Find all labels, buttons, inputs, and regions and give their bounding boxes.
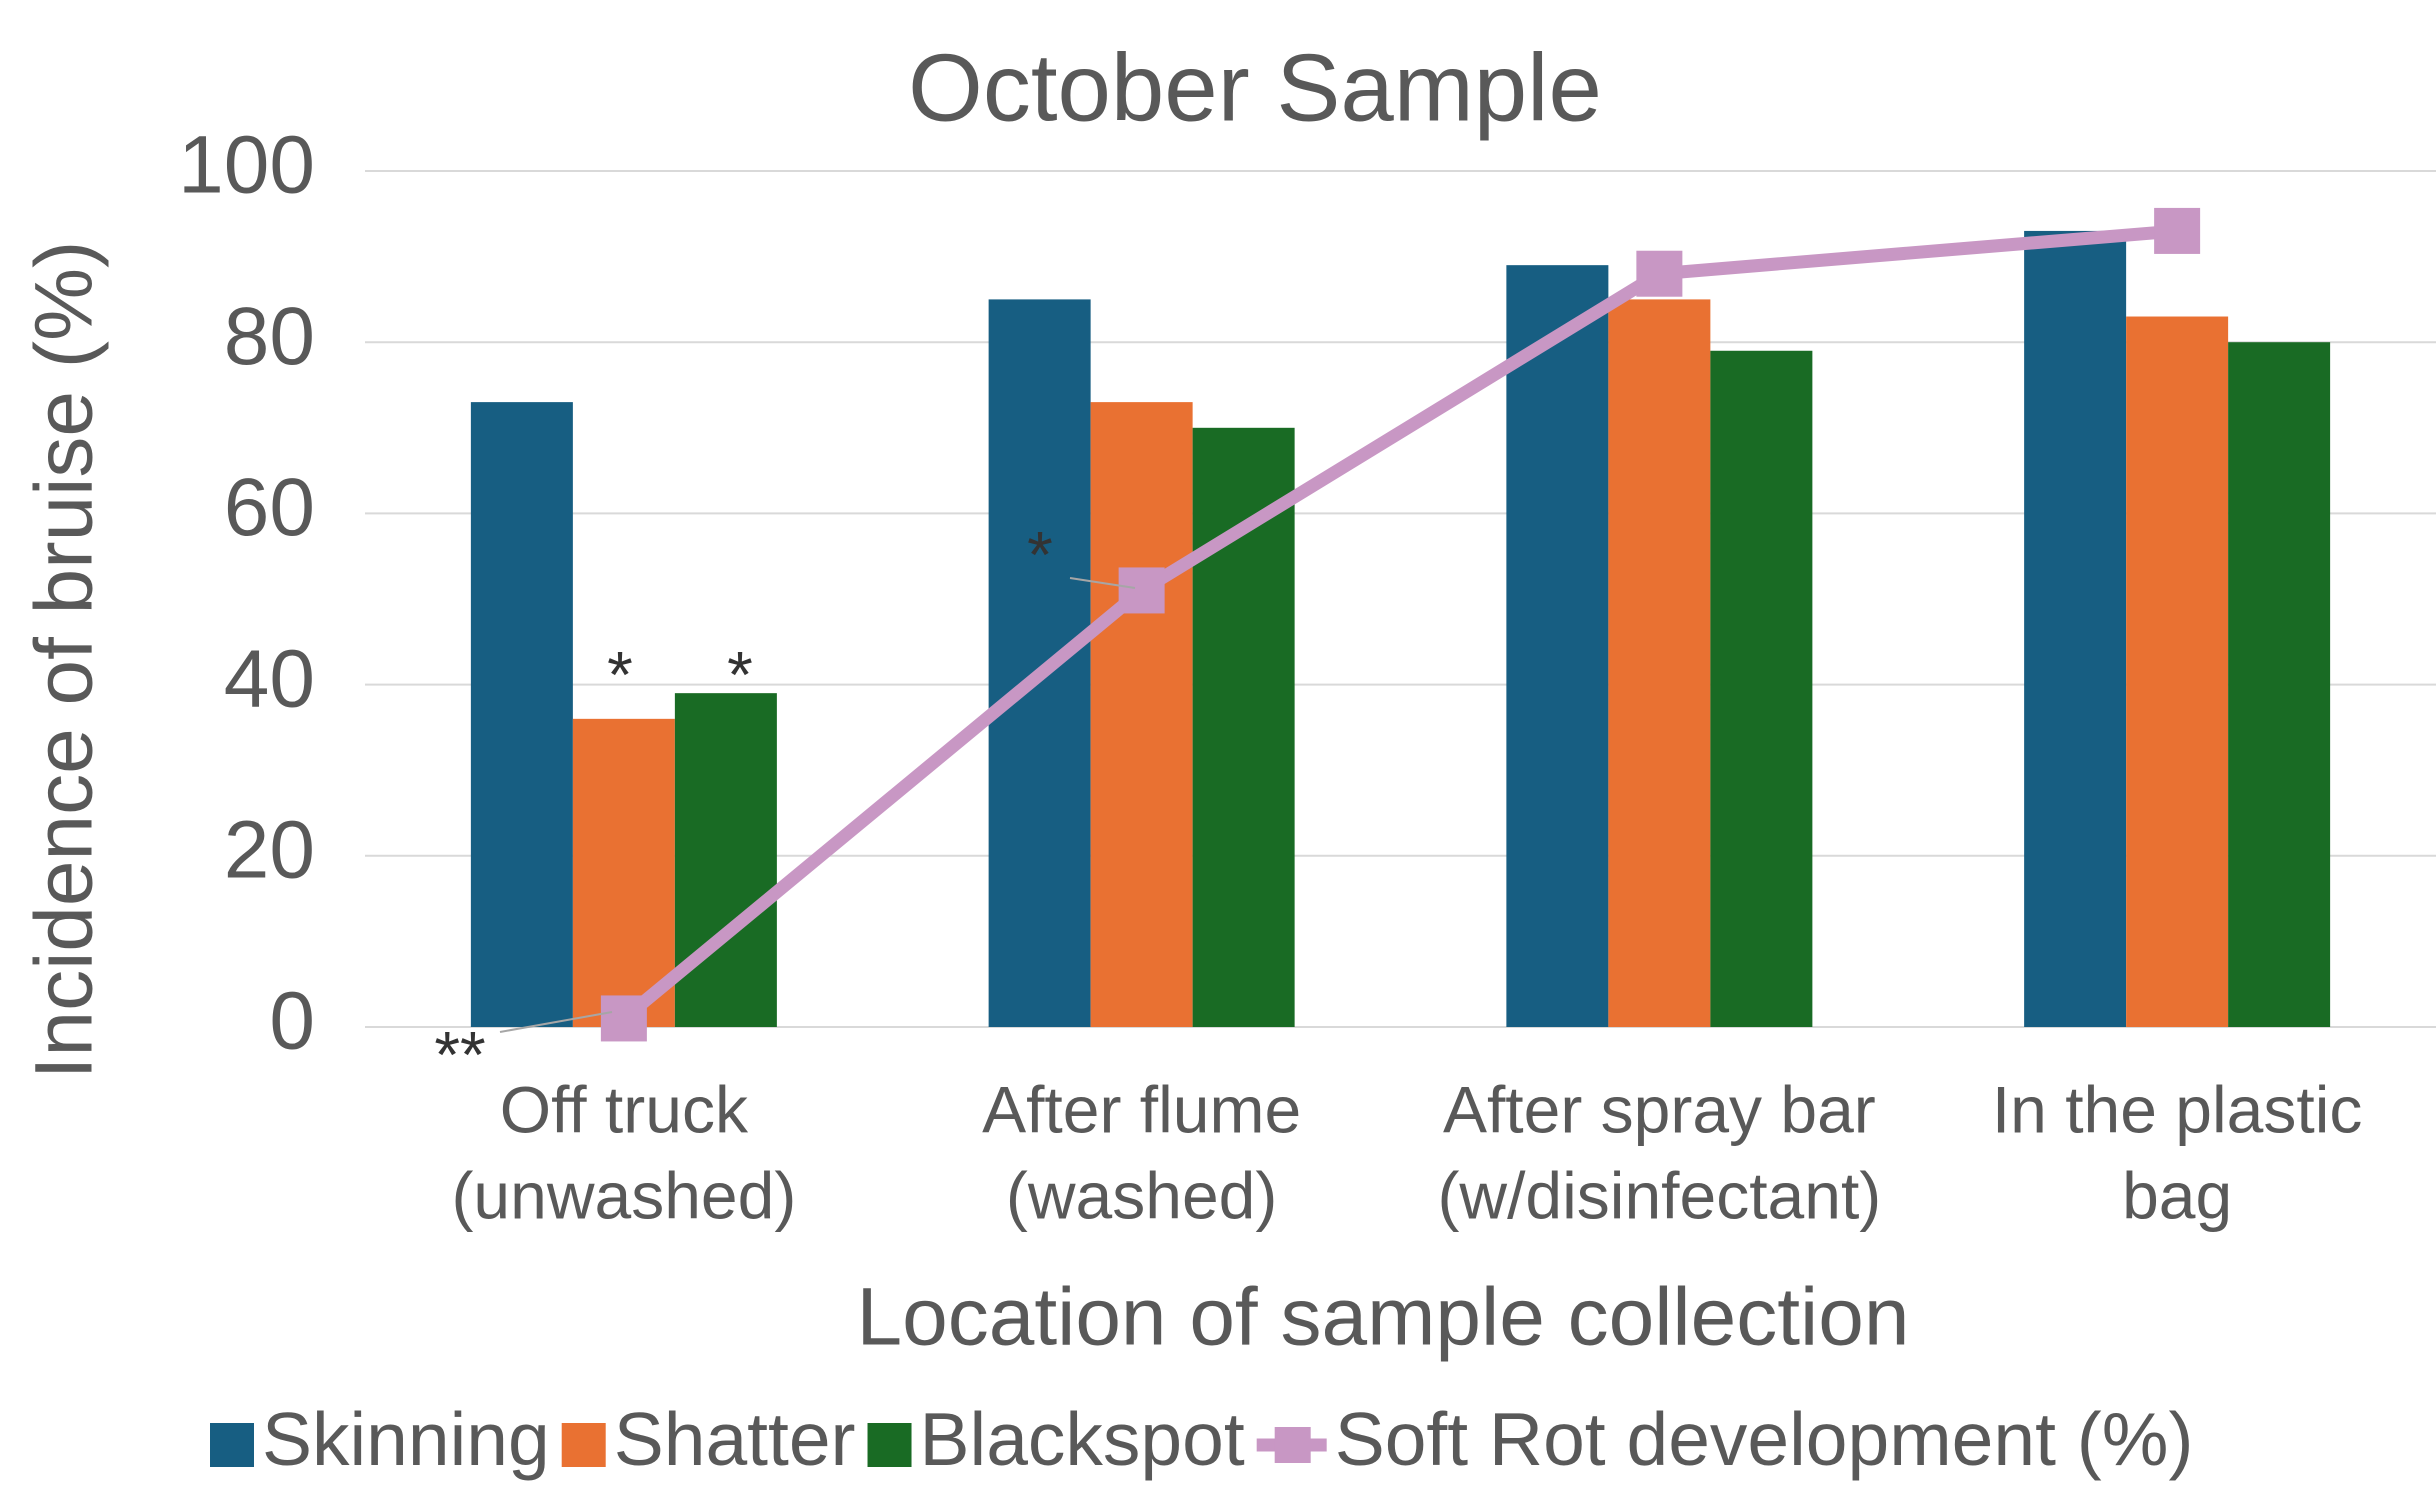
annotation: * [607,637,633,711]
annotation: ** [434,1017,485,1091]
bar [2126,316,2229,1027]
bar [470,402,573,1027]
y-tick-label: 0 [269,976,315,1067]
y-tick-label: 20 [224,804,315,895]
bar [2228,342,2331,1027]
annotation: * [727,637,753,711]
bar [1608,299,1711,1027]
x-tick-label: bag [2122,1158,2232,1232]
x-tick-label: (unwashed) [451,1158,796,1232]
bar [1090,402,1193,1027]
y-axis-title: Incidence of bruise (%) [19,241,110,1080]
bar [1506,265,1609,1027]
legend-label: Shatter [614,1397,856,1481]
x-tick-label: Off truck [500,1072,749,1146]
line-marker [600,995,647,1042]
line-series [619,224,2178,1024]
bar [674,693,777,1027]
legend-swatch [1274,1427,1311,1463]
annotation-leader [1069,577,1136,589]
legend-label: Soft Rot development (%) [1335,1397,2194,1481]
line-marker [1118,567,1165,614]
bar [1710,350,1813,1027]
bar [988,299,1091,1027]
chart-title: October Sample [908,34,1602,141]
legend-label: Blackspot [920,1397,1245,1481]
x-tick-label: (washed) [1006,1158,1277,1232]
annotation: * [1027,517,1053,591]
line-marker [2154,207,2201,254]
x-tick-label: (w/disinfectant) [1437,1158,1881,1232]
x-tick-label: After spray bar [1443,1072,1876,1146]
legend-label: Skinning [262,1397,550,1481]
legend-swatch [561,1423,606,1467]
x-tick-label: In the plastic [1992,1072,2363,1146]
y-tick-label: 60 [224,462,315,553]
bar [1192,427,1295,1027]
legend-swatch [210,1423,254,1467]
bar [2024,230,2127,1028]
y-tick-label: 80 [224,291,315,382]
x-tick-label: After flume [982,1072,1301,1146]
annotation-leader [499,1011,613,1033]
y-tick-label: 40 [224,633,315,724]
bar [572,718,675,1027]
y-tick-label: 100 [178,120,315,211]
line-marker [1636,250,1683,297]
x-axis-title: Location of sample collection [857,1272,1910,1363]
legend-swatch [867,1423,912,1467]
